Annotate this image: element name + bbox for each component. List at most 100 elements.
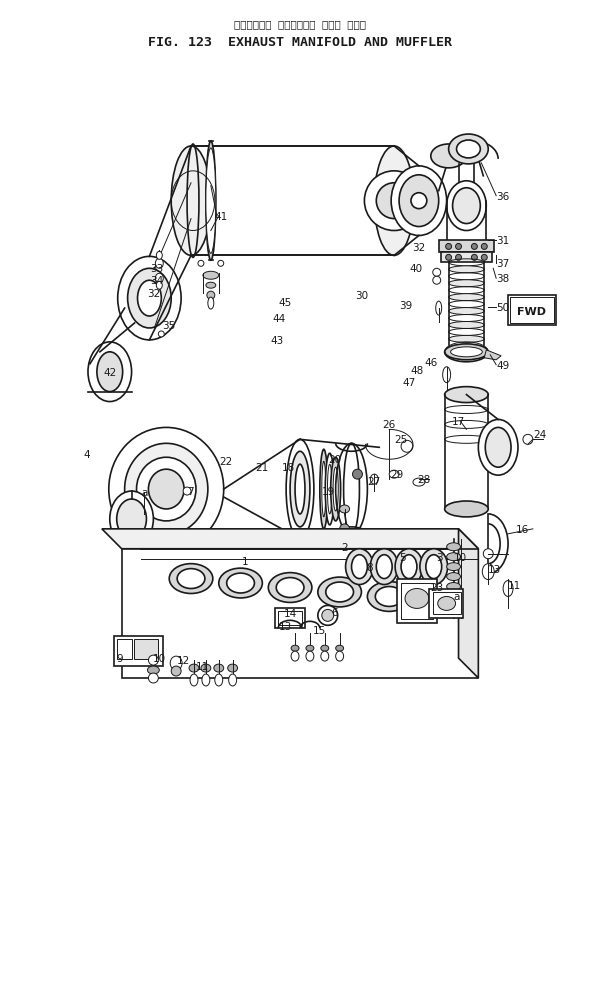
Text: 15: 15 (313, 626, 326, 636)
Text: 8: 8 (367, 562, 373, 572)
Ellipse shape (326, 583, 353, 603)
Ellipse shape (228, 664, 237, 672)
Text: 36: 36 (496, 192, 510, 202)
Ellipse shape (219, 569, 263, 599)
Text: 44: 44 (272, 314, 285, 324)
Ellipse shape (203, 272, 219, 280)
Ellipse shape (189, 664, 199, 672)
Text: 20: 20 (328, 454, 341, 464)
Ellipse shape (171, 146, 211, 256)
Ellipse shape (124, 444, 208, 536)
Polygon shape (102, 530, 478, 550)
Text: 28: 28 (417, 474, 430, 484)
Ellipse shape (447, 573, 460, 581)
Polygon shape (459, 530, 478, 678)
Ellipse shape (127, 269, 171, 329)
Ellipse shape (401, 555, 417, 579)
Text: 33: 33 (150, 264, 163, 274)
Text: 16: 16 (516, 525, 529, 535)
Bar (278, 612, 302, 626)
Ellipse shape (399, 176, 439, 228)
Text: 5: 5 (399, 552, 406, 562)
Text: 30: 30 (355, 291, 368, 301)
Ellipse shape (201, 664, 211, 672)
Text: 32: 32 (412, 243, 426, 253)
Ellipse shape (367, 582, 411, 612)
Ellipse shape (457, 140, 480, 158)
Bar (433, 593, 460, 615)
Text: 19: 19 (322, 486, 335, 496)
Text: 47: 47 (402, 377, 416, 387)
Ellipse shape (483, 550, 493, 559)
Ellipse shape (286, 440, 314, 540)
Ellipse shape (453, 189, 480, 225)
Bar (508, 296, 555, 326)
Text: 27: 27 (368, 476, 381, 486)
Ellipse shape (503, 581, 513, 597)
Ellipse shape (370, 550, 398, 585)
Ellipse shape (202, 674, 210, 686)
Ellipse shape (374, 146, 414, 256)
Ellipse shape (295, 464, 305, 515)
Text: 50: 50 (496, 303, 509, 313)
Ellipse shape (190, 674, 198, 686)
Ellipse shape (207, 292, 215, 300)
Ellipse shape (471, 244, 477, 250)
Text: 21: 21 (256, 462, 269, 472)
Ellipse shape (109, 428, 224, 552)
Text: 22: 22 (219, 456, 233, 466)
Ellipse shape (177, 569, 205, 589)
Ellipse shape (156, 282, 162, 290)
Ellipse shape (448, 294, 484, 301)
Text: 1: 1 (242, 556, 249, 566)
Text: 13: 13 (488, 564, 501, 574)
Ellipse shape (448, 281, 484, 288)
Ellipse shape (426, 555, 442, 579)
Ellipse shape (438, 597, 456, 611)
Text: 14: 14 (284, 609, 297, 619)
Ellipse shape (395, 550, 423, 585)
Text: 37: 37 (496, 259, 510, 269)
Text: 18: 18 (281, 462, 294, 472)
Ellipse shape (481, 244, 487, 250)
Ellipse shape (447, 583, 460, 591)
Text: 7: 7 (187, 486, 194, 496)
Ellipse shape (447, 182, 486, 232)
Ellipse shape (325, 453, 334, 526)
Ellipse shape (322, 461, 326, 518)
Ellipse shape (321, 652, 329, 661)
Ellipse shape (446, 255, 451, 261)
Ellipse shape (413, 478, 425, 486)
Bar (397, 579, 437, 624)
Text: a: a (141, 487, 148, 497)
Ellipse shape (88, 343, 132, 402)
Text: 23: 23 (430, 582, 444, 592)
Ellipse shape (445, 502, 488, 518)
Ellipse shape (156, 252, 162, 260)
Ellipse shape (446, 244, 451, 250)
Ellipse shape (331, 457, 341, 522)
Ellipse shape (341, 533, 349, 547)
Ellipse shape (433, 277, 441, 285)
Text: 13: 13 (278, 622, 291, 632)
Ellipse shape (276, 578, 304, 598)
Ellipse shape (136, 457, 196, 522)
Text: a: a (453, 592, 460, 602)
Ellipse shape (523, 435, 533, 445)
Text: 31: 31 (496, 237, 510, 246)
Text: 24: 24 (533, 430, 546, 440)
Ellipse shape (155, 259, 163, 269)
Ellipse shape (138, 281, 161, 317)
Ellipse shape (215, 674, 223, 686)
Ellipse shape (206, 148, 216, 254)
Bar (133, 640, 158, 659)
Ellipse shape (171, 666, 181, 676)
Text: FIG. 123  EXHAUST MANIFOLD AND MUFFLER: FIG. 123 EXHAUST MANIFOLD AND MUFFLER (148, 36, 452, 49)
Text: 29: 29 (391, 469, 404, 479)
Ellipse shape (117, 499, 147, 540)
Ellipse shape (478, 420, 518, 475)
Ellipse shape (447, 554, 460, 561)
Ellipse shape (147, 666, 159, 674)
Ellipse shape (451, 347, 483, 357)
Ellipse shape (148, 673, 158, 683)
